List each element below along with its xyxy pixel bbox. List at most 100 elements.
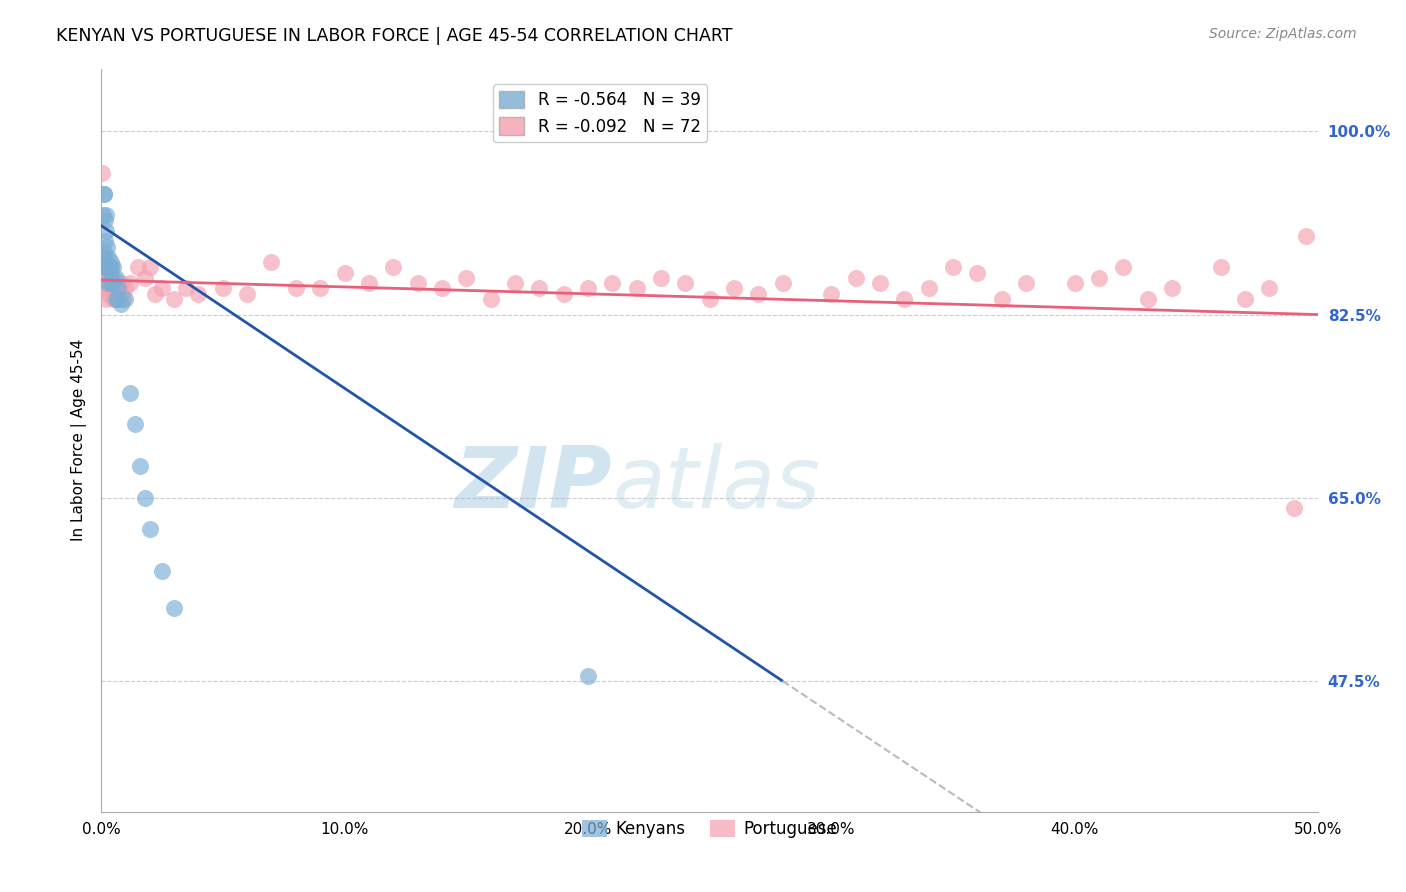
Point bbox=[1209, 260, 1232, 275]
Point bbox=[772, 276, 794, 290]
Point bbox=[503, 276, 526, 290]
Point bbox=[112, 292, 135, 306]
Point bbox=[553, 286, 575, 301]
Point bbox=[150, 281, 173, 295]
Point bbox=[114, 292, 136, 306]
Point bbox=[96, 260, 118, 275]
Point bbox=[260, 255, 283, 269]
Point bbox=[97, 286, 120, 301]
Point bbox=[97, 260, 120, 275]
Point bbox=[107, 281, 129, 295]
Point bbox=[100, 260, 122, 275]
Point bbox=[600, 276, 623, 290]
Point bbox=[176, 281, 198, 295]
Point bbox=[93, 281, 115, 295]
Point bbox=[100, 271, 122, 285]
Point bbox=[100, 276, 122, 290]
Point bbox=[673, 276, 696, 290]
Point bbox=[97, 266, 120, 280]
Point bbox=[103, 260, 125, 275]
Point bbox=[107, 281, 129, 295]
Point bbox=[103, 276, 125, 290]
Point bbox=[576, 281, 599, 295]
Point bbox=[97, 250, 120, 264]
Point bbox=[93, 187, 115, 202]
Point bbox=[820, 286, 842, 301]
Point bbox=[127, 260, 149, 275]
Point bbox=[1295, 229, 1317, 244]
Text: KENYAN VS PORTUGUESE IN LABOR FORCE | AGE 45-54 CORRELATION CHART: KENYAN VS PORTUGUESE IN LABOR FORCE | AG… bbox=[56, 27, 733, 45]
Point bbox=[1161, 281, 1184, 295]
Point bbox=[134, 491, 156, 505]
Point bbox=[97, 276, 120, 290]
Point bbox=[1063, 276, 1085, 290]
Point bbox=[91, 250, 114, 264]
Point bbox=[529, 281, 551, 295]
Point bbox=[103, 271, 125, 285]
Point bbox=[96, 239, 118, 253]
Point bbox=[150, 564, 173, 578]
Point bbox=[94, 224, 117, 238]
Point bbox=[104, 292, 127, 306]
Point bbox=[309, 281, 332, 295]
Point bbox=[430, 281, 453, 295]
Point bbox=[91, 208, 114, 222]
Point bbox=[100, 260, 122, 275]
Point bbox=[650, 271, 672, 285]
Point bbox=[139, 260, 162, 275]
Point bbox=[129, 459, 152, 474]
Text: atlas: atlas bbox=[612, 443, 820, 526]
Point bbox=[456, 271, 478, 285]
Point bbox=[100, 281, 122, 295]
Y-axis label: In Labor Force | Age 45-54: In Labor Force | Age 45-54 bbox=[72, 339, 87, 541]
Point bbox=[723, 281, 745, 295]
Point bbox=[1015, 276, 1038, 290]
Point bbox=[94, 276, 117, 290]
Point bbox=[110, 276, 132, 290]
Point bbox=[869, 276, 891, 290]
Point bbox=[93, 244, 115, 259]
Text: ZIP: ZIP bbox=[454, 443, 612, 526]
Point bbox=[93, 255, 115, 269]
Point bbox=[104, 292, 127, 306]
Point bbox=[91, 260, 114, 275]
Point bbox=[626, 281, 648, 295]
Point bbox=[97, 260, 120, 275]
Point bbox=[94, 260, 117, 275]
Point bbox=[120, 386, 142, 401]
Point bbox=[93, 260, 115, 275]
Point bbox=[699, 292, 721, 306]
Point bbox=[990, 292, 1012, 306]
Point bbox=[110, 297, 132, 311]
Point bbox=[94, 250, 117, 264]
Point bbox=[284, 281, 307, 295]
Point bbox=[107, 292, 129, 306]
Point bbox=[163, 600, 186, 615]
Text: Source: ZipAtlas.com: Source: ZipAtlas.com bbox=[1209, 27, 1357, 41]
Point bbox=[93, 187, 115, 202]
Point bbox=[104, 276, 127, 290]
Point bbox=[479, 292, 502, 306]
Point bbox=[94, 234, 117, 248]
Point bbox=[211, 281, 233, 295]
Point bbox=[94, 260, 117, 275]
Point bbox=[91, 166, 114, 180]
Point bbox=[103, 292, 125, 306]
Point bbox=[966, 266, 988, 280]
Point bbox=[845, 271, 868, 285]
Point bbox=[1234, 292, 1257, 306]
Point bbox=[94, 292, 117, 306]
Point bbox=[236, 286, 259, 301]
Point bbox=[114, 281, 136, 295]
Point bbox=[187, 286, 209, 301]
Point bbox=[406, 276, 429, 290]
Point bbox=[1258, 281, 1281, 295]
Point bbox=[110, 286, 132, 301]
Point bbox=[120, 276, 142, 290]
Point bbox=[1112, 260, 1135, 275]
Point bbox=[94, 208, 117, 222]
Point bbox=[917, 281, 939, 295]
Point bbox=[143, 286, 166, 301]
Point bbox=[104, 271, 127, 285]
Point bbox=[1136, 292, 1159, 306]
